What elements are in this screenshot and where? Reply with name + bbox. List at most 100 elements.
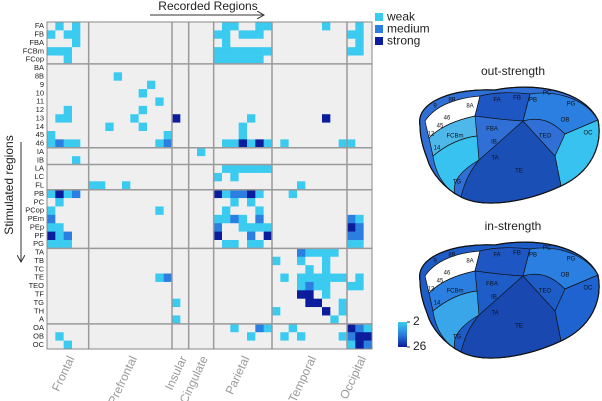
heatmap-cell xyxy=(263,340,273,350)
heatmap-cell xyxy=(330,189,339,199)
brain-label: FBA xyxy=(486,282,498,288)
heatmap-cell xyxy=(197,89,206,98)
heatmap-cell xyxy=(105,290,114,299)
heatmap-cell xyxy=(272,172,281,182)
heatmap-cell xyxy=(222,114,231,123)
heatmap-cell xyxy=(330,97,339,107)
heatmap-cell xyxy=(105,273,114,283)
heatmap-cell xyxy=(138,198,148,207)
heatmap-cell xyxy=(97,332,106,341)
heatmap-cell xyxy=(122,89,131,98)
heatmap-cell xyxy=(305,323,314,333)
heatmap-cell xyxy=(222,256,231,266)
heatmap-cell xyxy=(72,248,81,258)
heatmap-cell xyxy=(172,315,181,325)
heatmap-cell xyxy=(205,290,214,299)
heatmap-cell xyxy=(113,189,123,199)
heatmap-cell xyxy=(72,265,81,274)
heatmap-cell xyxy=(347,55,356,65)
brain-region xyxy=(432,290,480,350)
heatmap-cell xyxy=(80,80,89,90)
heatmap-cell xyxy=(197,30,206,40)
heatmap-cell xyxy=(305,189,314,199)
heatmap-cell xyxy=(180,240,189,249)
heatmap-cell xyxy=(63,172,73,182)
heatmap-cell xyxy=(138,63,148,73)
heatmap-cell xyxy=(205,298,214,308)
heatmap-cell xyxy=(313,323,323,333)
heatmap-cell xyxy=(105,189,114,199)
heatmap-cell xyxy=(180,323,189,333)
heatmap-cell xyxy=(272,139,281,149)
heatmap-cell xyxy=(80,131,89,140)
heatmap-cell xyxy=(313,89,323,98)
heatmap-cell xyxy=(163,256,173,266)
heatmap-cell xyxy=(63,206,73,216)
heatmap-cell xyxy=(238,248,248,258)
heatmap-cell xyxy=(313,240,323,249)
colorbar xyxy=(398,322,407,347)
row-label: LC xyxy=(34,172,44,181)
brain-label: PC xyxy=(543,246,552,252)
row-label: FA xyxy=(35,21,44,30)
heatmap-cell xyxy=(130,332,139,341)
heatmap-cell xyxy=(222,63,231,73)
heatmap-cell xyxy=(55,206,64,216)
heatmap-cell xyxy=(263,156,273,165)
heatmap-cell xyxy=(338,139,348,149)
heatmap-cell xyxy=(213,307,223,316)
heatmap-cell xyxy=(72,206,81,216)
heatmap-cell xyxy=(355,139,364,149)
heatmap-cell xyxy=(355,315,364,325)
heatmap-cell xyxy=(172,181,181,190)
heatmap-cell xyxy=(230,55,239,65)
heatmap-cell xyxy=(222,189,231,199)
heatmap-cell xyxy=(105,198,114,207)
heatmap-cell xyxy=(338,248,348,258)
heatmap-cell xyxy=(113,240,123,249)
heatmap-cell xyxy=(172,147,181,157)
heatmap-cell xyxy=(313,105,323,115)
heatmap-cell xyxy=(72,131,81,140)
heatmap-cell xyxy=(113,89,123,98)
heatmap-cell xyxy=(280,273,289,283)
heatmap-cell xyxy=(172,47,181,56)
heatmap-cell xyxy=(280,156,289,165)
heatmap-cell xyxy=(213,298,223,308)
heatmap-cell xyxy=(97,273,106,283)
heatmap-cell xyxy=(247,164,256,174)
heatmap-cell xyxy=(230,105,239,115)
heatmap-cell xyxy=(230,240,239,249)
heatmap-cell xyxy=(338,156,348,165)
heatmap-cell xyxy=(130,281,139,291)
heatmap-cell xyxy=(188,290,198,299)
group-label: Prefrontal xyxy=(105,354,140,401)
heatmap-cell xyxy=(205,80,214,90)
heatmap-cell xyxy=(113,315,123,325)
heatmap-cell xyxy=(255,231,264,241)
heatmap-cell xyxy=(355,223,364,232)
heatmap-cell xyxy=(138,105,148,115)
heatmap-cell xyxy=(313,332,323,341)
heatmap-cell xyxy=(272,198,281,207)
heatmap-cell xyxy=(230,189,239,199)
heatmap-cell xyxy=(322,240,331,249)
heatmap-cell xyxy=(155,223,164,232)
heatmap-cell xyxy=(222,265,231,274)
heatmap-cell xyxy=(255,273,264,283)
heatmap-cell xyxy=(188,298,198,308)
heatmap-cell xyxy=(297,223,306,232)
heatmap-cell xyxy=(280,332,289,341)
heatmap-cell xyxy=(280,315,289,325)
heatmap-cell xyxy=(163,281,173,291)
row-label: TF xyxy=(35,289,45,298)
heatmap-cell xyxy=(80,323,89,333)
heatmap-cell xyxy=(238,256,248,266)
heatmap-cell xyxy=(72,223,81,232)
heatmap-cell xyxy=(205,189,214,199)
heatmap-cell xyxy=(105,47,114,56)
brain-title: in-strength xyxy=(485,219,542,233)
heatmap-cell xyxy=(363,298,373,308)
heatmap-cell xyxy=(105,38,114,48)
heatmap-cell xyxy=(247,181,256,190)
